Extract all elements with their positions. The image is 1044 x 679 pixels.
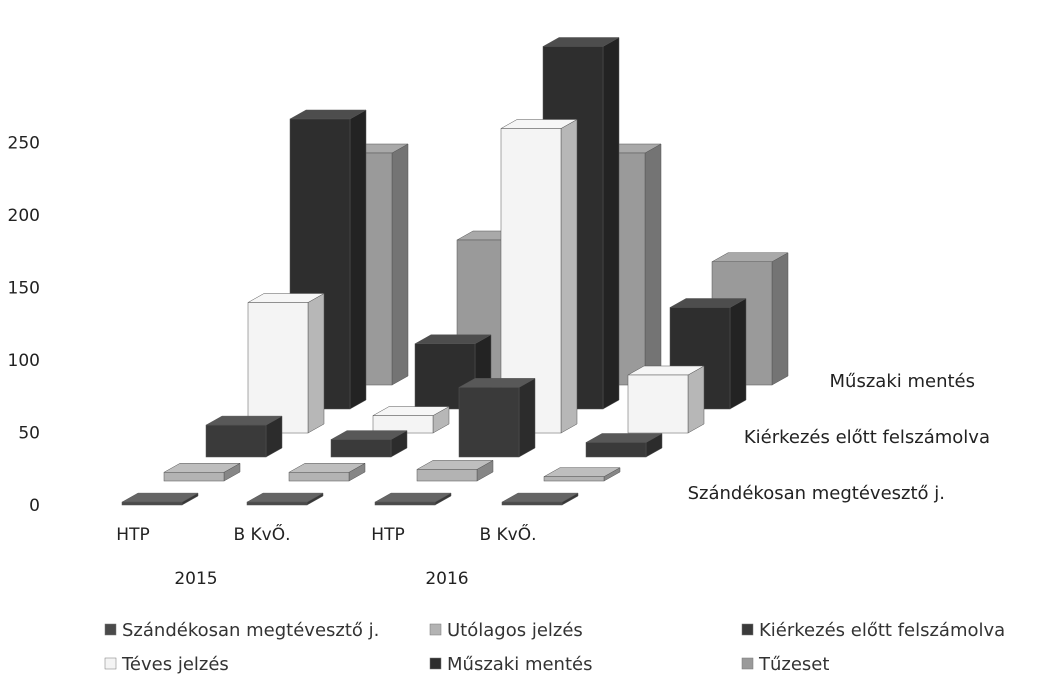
x-tick-label: B KvŐ.	[233, 523, 290, 545]
bar-utolagos-jelzes	[163, 462, 241, 482]
bar-teves-jelzes	[247, 293, 325, 434]
legend-item: Téves jelzés	[104, 654, 229, 675]
legend-swatch	[741, 623, 754, 636]
x-group-label: 2015	[174, 569, 217, 589]
legend-item: Tűzeset	[741, 654, 829, 675]
legend-label: Kiérkezés előtt felszámolva	[759, 620, 1005, 641]
bar-kierkezes-elott-felszamolva	[585, 433, 663, 458]
depth-axis: Műszaki mentés Kiérkezés előtt felszámolv…	[688, 371, 990, 504]
bar-szandekosan-megteveszto-j	[501, 492, 579, 506]
bar-utolagos-jelzes	[543, 467, 621, 482]
bar-teves-jelzes	[627, 365, 705, 434]
depth-axis-label: Műszaki mentés	[830, 371, 975, 392]
legend-item: Szándékosan megtévesztő j.	[104, 620, 379, 641]
x-group-label: 2016	[425, 569, 468, 589]
y-tick-label: 150	[8, 279, 40, 299]
y-tick-label: 50	[18, 424, 40, 444]
bar-teves-jelzes	[372, 406, 450, 434]
y-tick-label: 100	[8, 351, 40, 371]
y-axis: 0 50 100 150 200 250	[8, 134, 40, 517]
bar-szandekosan-megteveszto-j	[246, 492, 324, 506]
legend-swatch	[429, 657, 442, 670]
depth-axis-label: Szándékosan megtévesztő j.	[688, 483, 945, 504]
plot-area	[121, 37, 789, 506]
y-tick-label: 200	[8, 206, 40, 226]
legend-item: Műszaki mentés	[429, 654, 592, 675]
bar-kierkezes-elott-felszamolva	[205, 415, 283, 458]
legend-label: Tűzeset	[758, 654, 829, 675]
legend-label: Műszaki mentés	[447, 654, 592, 675]
x-tick-label: B KvŐ.	[479, 523, 536, 545]
bar-utolagos-jelzes	[416, 459, 494, 482]
legend-swatch	[741, 657, 754, 670]
legend-swatch	[104, 623, 117, 636]
y-tick-label: 0	[29, 496, 40, 516]
legend-label: Utólagos jelzés	[447, 620, 583, 641]
bar-szandekosan-megteveszto-j	[374, 492, 452, 506]
legend-swatch	[429, 623, 442, 636]
x-axis: HTP B KvŐ. HTP B KvŐ. 2015 2016	[116, 523, 536, 589]
legend-item: Utólagos jelzés	[429, 620, 583, 641]
depth-axis-label: Kiérkezés előtt felszámolva	[744, 427, 990, 448]
legend-label: Téves jelzés	[121, 654, 229, 675]
bar-szandekosan-megteveszto-j	[121, 492, 199, 506]
legend-label: Szándékosan megtévesztő j.	[122, 620, 379, 641]
bar-kierkezes-elott-felszamolva	[330, 430, 408, 458]
x-tick-label: HTP	[371, 525, 404, 545]
legend: Szándékosan megtévesztő j. Utólagos jelzé…	[104, 620, 1005, 675]
legend-swatch	[104, 657, 117, 670]
bar-kierkezes-elott-felszamolva	[458, 377, 536, 458]
x-tick-label: HTP	[116, 525, 149, 545]
y-tick-label: 250	[8, 134, 40, 154]
bar-utolagos-jelzes	[288, 462, 366, 482]
legend-item: Kiérkezés előtt felszámolva	[741, 620, 1005, 641]
